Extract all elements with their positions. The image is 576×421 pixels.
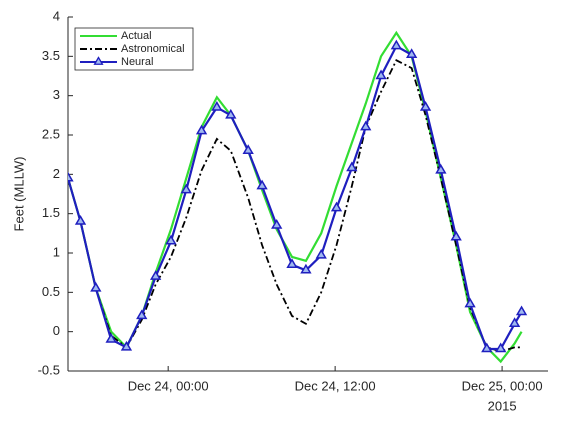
series-marker (68, 171, 74, 182)
series-line (68, 30, 523, 364)
series-marker (120, 340, 133, 351)
series-marker (242, 144, 254, 154)
series-marker (180, 183, 192, 194)
legend-label: Neural (121, 56, 153, 68)
series-marker (150, 270, 162, 280)
series-marker (300, 263, 312, 274)
y-tick-label: 2 (53, 166, 60, 181)
series-marker (195, 124, 208, 135)
series-marker (105, 333, 117, 343)
series-marker (211, 100, 223, 111)
series-marker (286, 258, 298, 269)
series-marker (515, 305, 528, 316)
series-marker (315, 248, 327, 259)
series-marker (390, 39, 402, 50)
series-marker (74, 215, 87, 225)
series-marker (90, 281, 102, 292)
y-tick-label: 3.5 (42, 48, 60, 63)
series-line (68, 59, 522, 353)
x-tick-label: Dec 24, 00:00 (128, 378, 209, 393)
series-marker (464, 297, 476, 308)
y-tick-label: 3 (53, 87, 60, 102)
y-tick-label: 1 (53, 244, 60, 259)
series-marker (481, 342, 493, 353)
series-marker (360, 120, 372, 131)
series-marker (271, 218, 283, 229)
series-marker (375, 69, 387, 80)
series-marker (419, 100, 432, 111)
series-marker (346, 161, 358, 172)
y-tick-label: -0.5 (38, 362, 60, 377)
y-tick-label: 4 (53, 8, 60, 23)
plot-area (68, 30, 528, 364)
legend-label: Astronomical (121, 43, 185, 55)
series-marker (450, 230, 462, 241)
series-marker (256, 179, 268, 190)
x-tick-label: Dec 25, 00:00 (462, 378, 543, 393)
series-marker (165, 234, 177, 245)
series-marker (225, 108, 237, 119)
y-tick-label: 2.5 (42, 126, 60, 141)
legend-marker (93, 56, 104, 65)
series-marker (330, 201, 343, 212)
y-tick-label: 0 (53, 323, 60, 338)
series-marker (136, 309, 148, 320)
series-marker (495, 342, 507, 353)
y-tick-label: 0.5 (42, 284, 60, 299)
legend-label: Actual (121, 30, 152, 42)
x-tick-label: Dec 24, 12:00 (295, 378, 376, 393)
series-marker (406, 48, 418, 59)
y-tick-label: 1.5 (42, 205, 60, 220)
y-axis-label: Feet (MLLW) (11, 157, 26, 232)
series-marker (435, 163, 447, 174)
series-marker (508, 317, 521, 328)
x-axis-year: 2015 (488, 398, 517, 413)
series-line (68, 44, 523, 351)
